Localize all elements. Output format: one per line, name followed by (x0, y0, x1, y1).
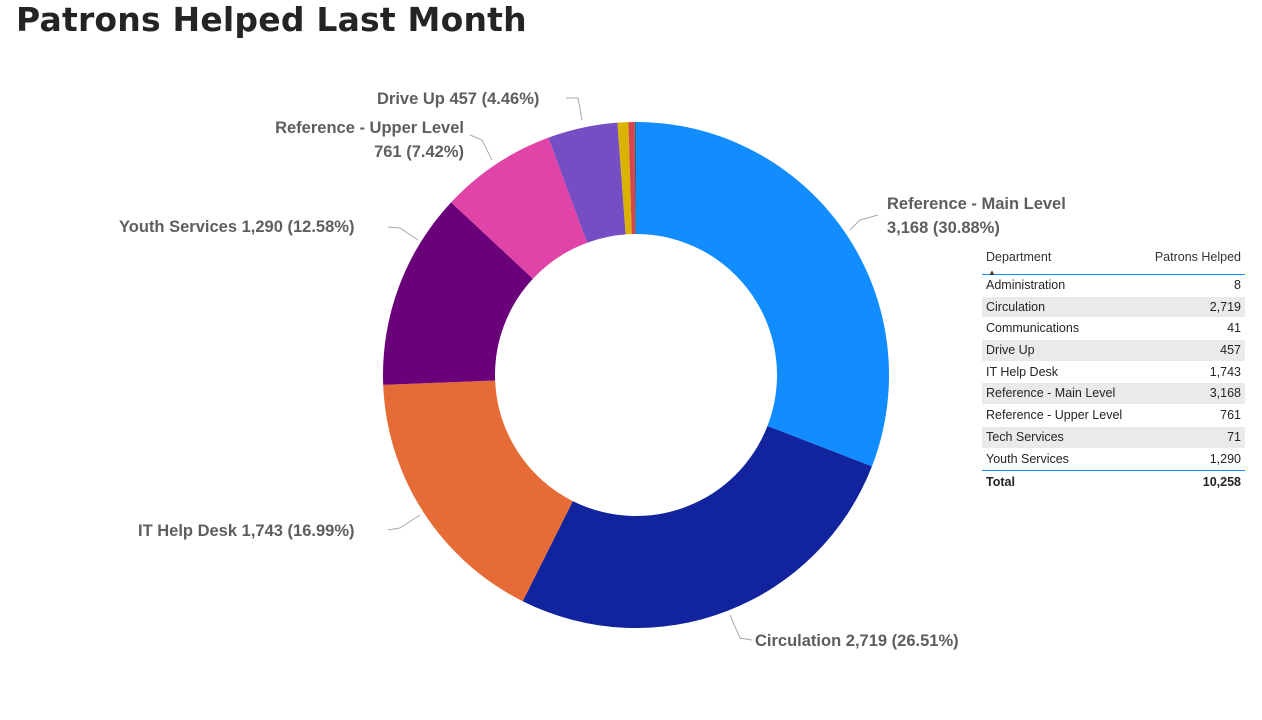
patrons-cell: 8 (1234, 278, 1241, 292)
table-row: IT Help Desk 1,743 (982, 362, 1245, 384)
leader-line (469, 134, 493, 161)
patrons-cell: 41 (1227, 321, 1241, 336)
donut-slice-reference-upper-level[interactable] (451, 137, 588, 279)
patrons-cell: 2,719 (1209, 299, 1241, 314)
leader-line (729, 614, 753, 641)
table-row: Circulation 2,719 (982, 296, 1245, 319)
donut-slice-administration[interactable] (634, 122, 636, 235)
label-drive-up: Drive Up 457 (4.46%) (377, 90, 540, 108)
leader-line (387, 514, 421, 531)
donut-slice-drive-up[interactable] (548, 122, 626, 243)
column-header-patrons-helped[interactable]: Patrons Helped (1154, 250, 1241, 264)
department-table: Department ▲ Patrons Helped Administrati… (982, 246, 1245, 493)
table-total-row: Total 10,258 (982, 470, 1245, 493)
column-header-department[interactable]: Department (986, 250, 1052, 264)
donut-slice-tech-services[interactable] (617, 122, 632, 235)
donut-slice-circulation[interactable] (522, 425, 872, 629)
table-row: Administration 8 (982, 275, 1245, 297)
table-row: Communications 41 (982, 318, 1245, 341)
leader-line (849, 214, 879, 231)
department-cell: Administration (986, 278, 1066, 292)
donut-slice-it-help-desk[interactable] (383, 380, 573, 602)
patrons-cell: 1,743 (1209, 364, 1241, 379)
department-cell: Youth Services (986, 451, 1069, 466)
patrons-cell: 457 (1220, 343, 1241, 358)
label-reference-main: Reference - Main Level 3,168 (30.88%) (887, 195, 1066, 237)
table-row: Youth Services 1,290 (982, 449, 1245, 471)
leader-line (387, 226, 419, 241)
leader-line (566, 97, 583, 121)
department-cell: IT Help Desk (986, 364, 1059, 379)
table-row: Reference - Main Level 3,168 (982, 383, 1245, 406)
table-header: Department ▲ Patrons Helped (982, 246, 1245, 277)
sort-ascending-icon: ▲ (988, 268, 996, 277)
label-youth-services: Youth Services 1,290 (12.58%) (119, 218, 355, 236)
patrons-cell: 3,168 (1209, 386, 1241, 401)
department-cell: Reference - Upper Level (986, 408, 1123, 423)
table-row: Tech Services 71 (982, 426, 1245, 449)
label-reference-upper: Reference - Upper Level 761 (7.42%) (275, 119, 464, 161)
patrons-cell: 1,290 (1209, 451, 1241, 466)
donut-slice-communications[interactable] (628, 122, 636, 235)
page-title: Patrons Helped Last Month (16, 0, 527, 39)
department-cell: Circulation (986, 299, 1046, 314)
department-cell: Communications (986, 321, 1080, 336)
donut-slice-reference-main-level[interactable] (636, 122, 889, 467)
department-cell: Tech Services (986, 429, 1064, 444)
donut-slice-youth-services[interactable] (382, 202, 533, 385)
label-it-help-desk: IT Help Desk 1,743 (16.99%) (138, 522, 355, 540)
label-circulation: Circulation 2,719 (26.51%) (755, 632, 959, 650)
patrons-cell: 761 (1220, 408, 1241, 423)
total-value: 10,258 (1202, 475, 1241, 490)
total-label: Total (986, 475, 1015, 490)
department-cell: Reference - Main Level (986, 386, 1116, 401)
table-row: Reference - Upper Level 761 (982, 405, 1245, 427)
department-cell: Drive Up (986, 343, 1035, 358)
table-row: Drive Up 457 (982, 340, 1245, 362)
patrons-cell: 71 (1227, 429, 1241, 444)
